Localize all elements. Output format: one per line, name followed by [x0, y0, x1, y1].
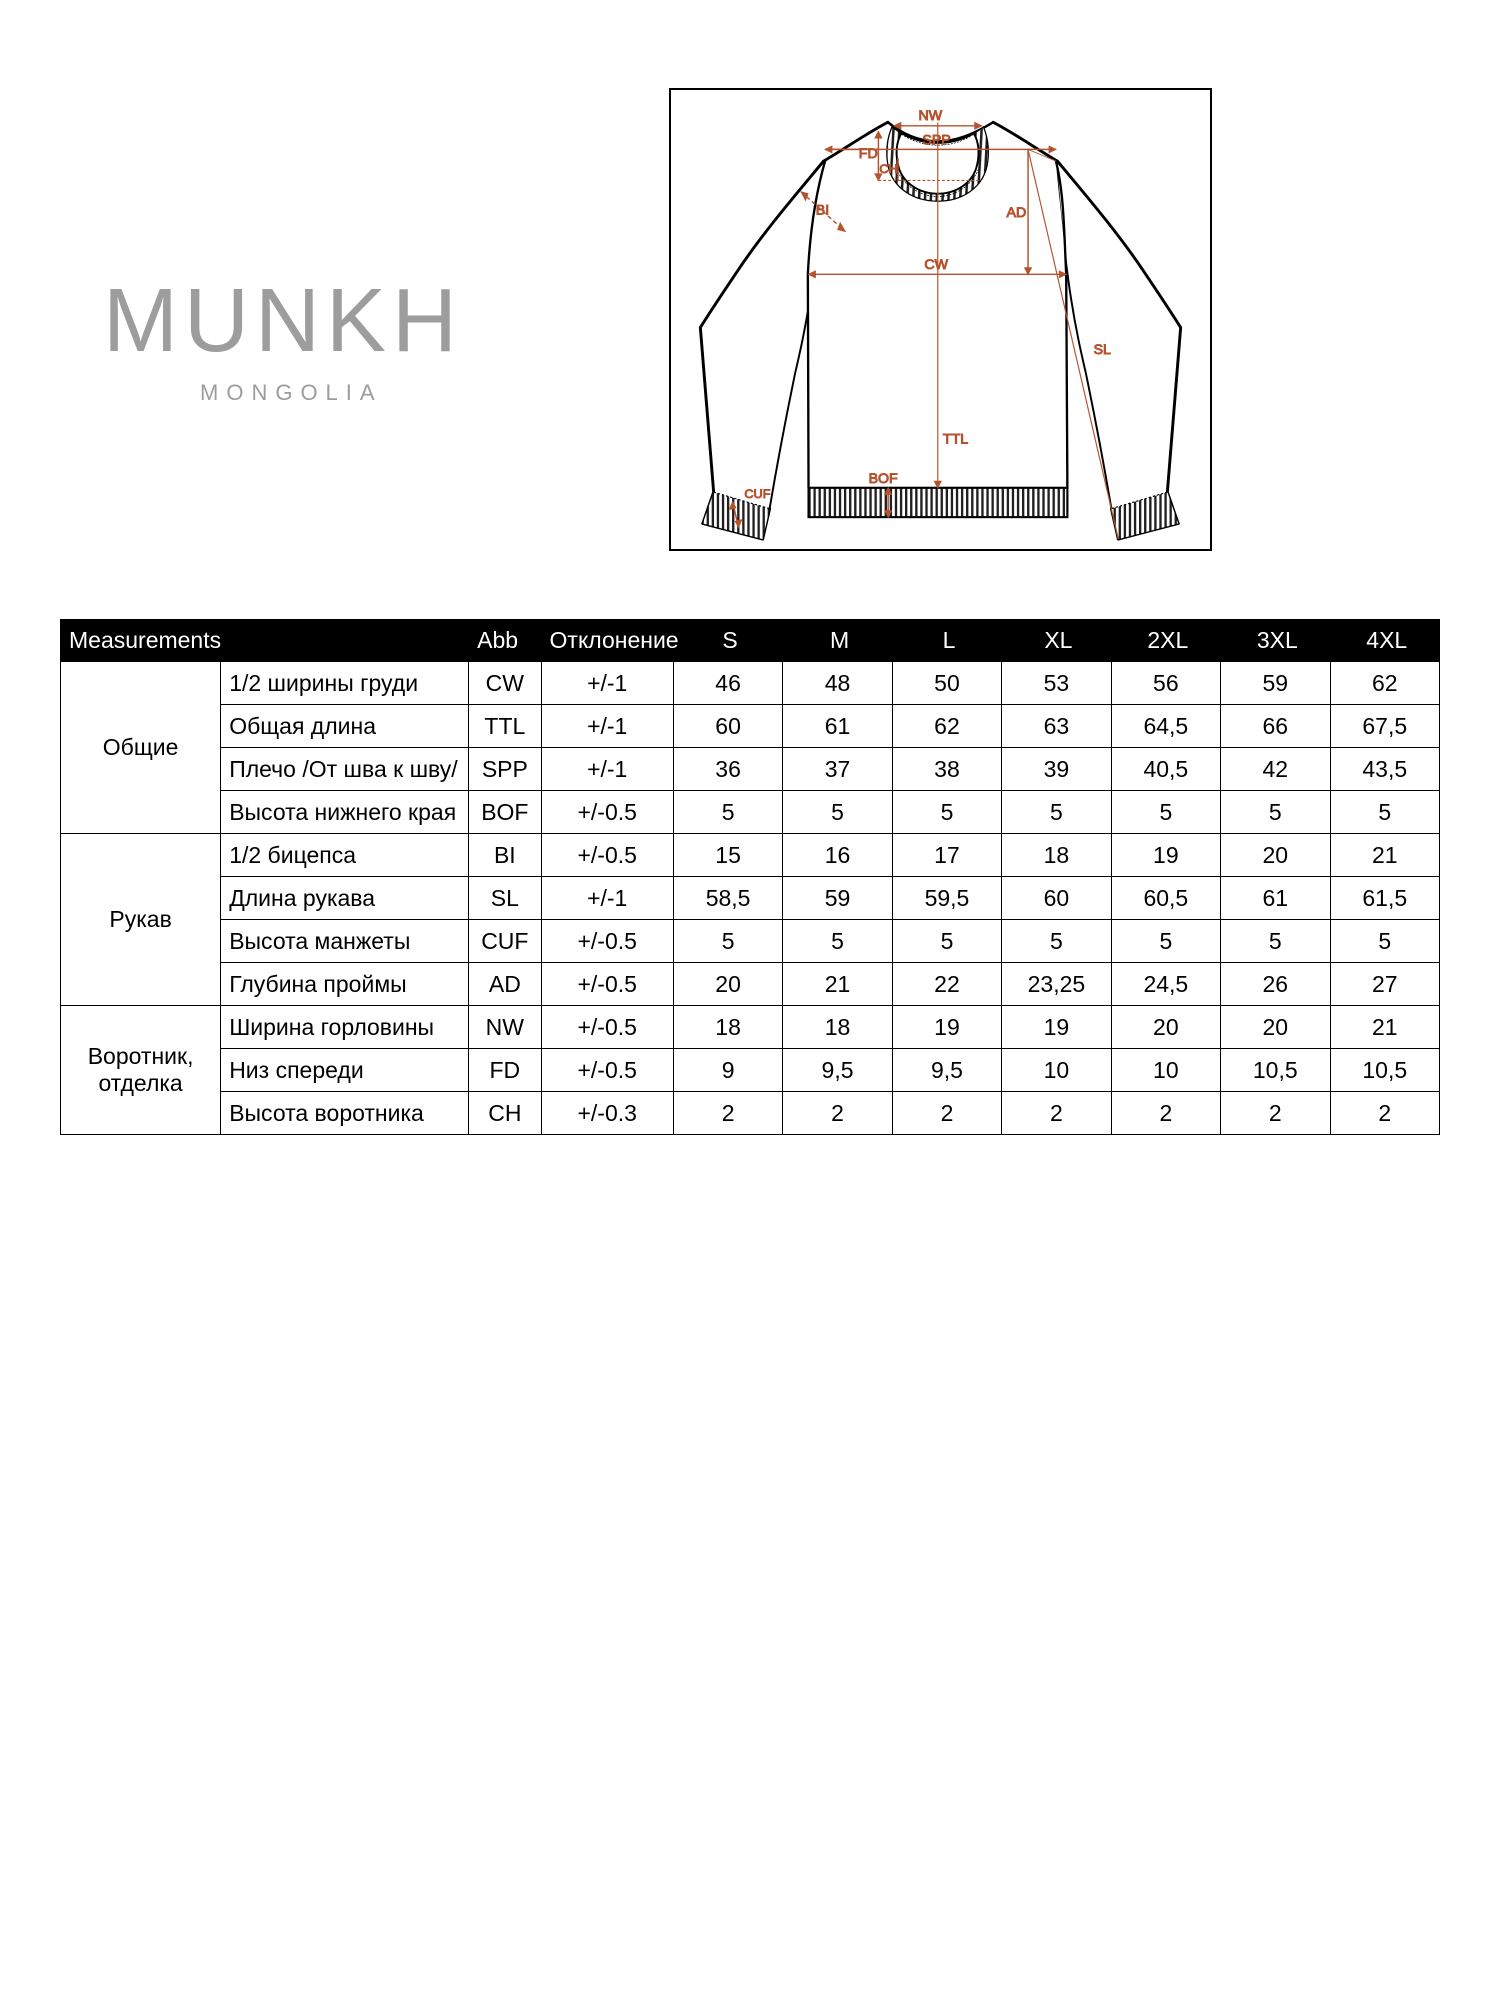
svg-text:SPP: SPP [922, 132, 950, 148]
svg-text:BI: BI [816, 202, 829, 218]
svg-text:TTL: TTL [943, 431, 968, 447]
svg-text:CUF: CUF [744, 487, 770, 501]
svg-text:CW: CW [924, 256, 948, 272]
svg-text:BOF: BOF [869, 470, 898, 486]
svg-text:SL: SL [1094, 341, 1112, 357]
svg-text:CH: CH [879, 162, 897, 176]
svg-text:AD: AD [1007, 204, 1027, 220]
svg-text:NW: NW [918, 107, 942, 123]
svg-text:FD: FD [859, 145, 878, 161]
